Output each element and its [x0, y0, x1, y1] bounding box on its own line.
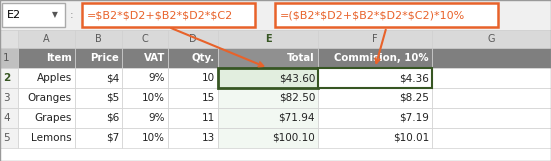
Bar	[122, 30, 168, 48]
Bar	[75, 108, 122, 128]
Bar	[0, 128, 18, 148]
Text: Commision, 10%: Commision, 10%	[334, 53, 429, 63]
Bar	[218, 128, 318, 148]
Bar	[18, 128, 75, 148]
Bar	[75, 30, 122, 48]
Bar	[18, 68, 75, 88]
Text: 9%: 9%	[149, 73, 165, 83]
Text: A: A	[43, 34, 50, 44]
Bar	[18, 108, 75, 128]
Bar	[168, 48, 218, 68]
Text: 11: 11	[202, 113, 215, 123]
Bar	[218, 108, 318, 128]
Text: Apples: Apples	[37, 73, 72, 83]
Text: $4: $4	[106, 73, 119, 83]
Text: $7: $7	[106, 133, 119, 143]
Text: E2: E2	[7, 10, 21, 20]
Bar	[18, 30, 75, 48]
Text: 10%: 10%	[142, 93, 165, 103]
Text: F: F	[372, 34, 378, 44]
Text: 10: 10	[202, 73, 215, 83]
Text: G: G	[488, 34, 495, 44]
Text: 15: 15	[202, 93, 215, 103]
Bar	[218, 88, 318, 108]
Bar	[122, 68, 168, 88]
Bar	[122, 48, 168, 68]
Text: 10%: 10%	[142, 133, 165, 143]
Text: Qty.: Qty.	[192, 53, 215, 63]
Text: $82.50: $82.50	[279, 93, 315, 103]
Bar	[432, 68, 551, 88]
Text: B: B	[95, 34, 102, 44]
Bar	[168, 30, 218, 48]
Bar	[432, 48, 551, 68]
Bar	[218, 30, 318, 48]
Text: Item: Item	[46, 53, 72, 63]
Bar	[2, 3, 65, 27]
Bar	[18, 88, 75, 108]
Bar	[168, 128, 218, 148]
Bar	[318, 88, 432, 108]
Bar	[0, 30, 18, 48]
Bar	[0, 68, 18, 88]
Text: $7.19: $7.19	[399, 113, 429, 123]
Bar	[432, 88, 551, 108]
Text: Price: Price	[90, 53, 119, 63]
Text: $43.60: $43.60	[279, 73, 315, 83]
Text: 2: 2	[3, 73, 10, 83]
Text: Total: Total	[287, 53, 315, 63]
Bar	[122, 108, 168, 128]
Text: D: D	[189, 34, 197, 44]
Bar	[82, 3, 255, 27]
Bar	[275, 3, 498, 27]
Bar	[218, 48, 318, 68]
Bar	[168, 108, 218, 128]
Text: $5: $5	[106, 93, 119, 103]
Bar	[75, 48, 122, 68]
Bar	[75, 68, 122, 88]
Text: 3: 3	[3, 93, 9, 103]
Bar	[0, 108, 18, 128]
Text: VAT: VAT	[144, 53, 165, 63]
Bar	[122, 88, 168, 108]
Bar	[168, 68, 218, 88]
Bar	[18, 48, 75, 68]
Bar	[75, 88, 122, 108]
Bar	[318, 68, 432, 88]
Text: =$B2*$D2+$B2*$D2*$C2: =$B2*$D2+$B2*$D2*$C2	[87, 10, 233, 20]
Bar	[432, 108, 551, 128]
Text: $71.94: $71.94	[278, 113, 315, 123]
Text: 9%: 9%	[149, 113, 165, 123]
Bar	[75, 128, 122, 148]
Text: $4.36: $4.36	[399, 73, 429, 83]
Bar	[318, 48, 432, 68]
Text: Lemons: Lemons	[31, 133, 72, 143]
Bar	[318, 30, 432, 48]
Bar	[432, 30, 551, 48]
Bar	[218, 68, 318, 88]
Text: $6: $6	[106, 113, 119, 123]
Bar	[0, 48, 18, 68]
Text: Grapes: Grapes	[35, 113, 72, 123]
Text: Oranges: Oranges	[28, 93, 72, 103]
Text: $8.25: $8.25	[399, 93, 429, 103]
Bar	[318, 108, 432, 128]
Text: 4: 4	[3, 113, 9, 123]
Bar	[0, 88, 18, 108]
Text: E: E	[264, 34, 271, 44]
Bar	[122, 128, 168, 148]
Text: 1: 1	[3, 53, 9, 63]
Text: $10.01: $10.01	[393, 133, 429, 143]
Text: ▼: ▼	[52, 10, 58, 19]
Text: 13: 13	[202, 133, 215, 143]
Text: $100.10: $100.10	[272, 133, 315, 143]
Text: C: C	[142, 34, 148, 44]
Text: =($B2*$D2+$B2*$D2*$C2)*10%: =($B2*$D2+$B2*$D2*$C2)*10%	[280, 10, 465, 20]
Bar	[0, 0, 551, 30]
Text: 5: 5	[3, 133, 9, 143]
Bar	[432, 128, 551, 148]
Text: :: :	[70, 10, 74, 20]
Bar	[168, 88, 218, 108]
Bar	[318, 128, 432, 148]
